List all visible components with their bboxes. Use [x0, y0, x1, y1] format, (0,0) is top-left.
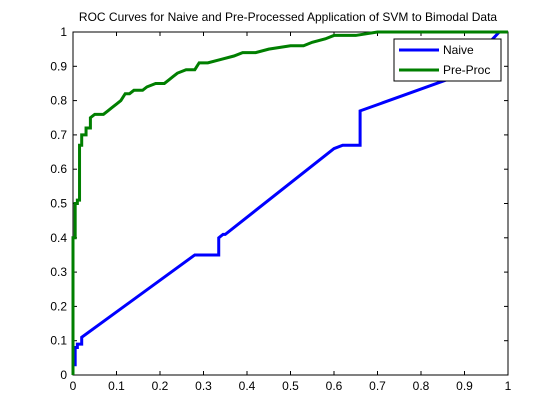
x-tick-label: 0.2 — [152, 379, 169, 393]
legend-label-pre-proc: Pre-Proc — [443, 63, 490, 77]
x-tick-label: 0.7 — [369, 379, 386, 393]
x-tick-label: 1 — [505, 379, 512, 393]
y-tick-label: 0.2 — [50, 299, 67, 313]
y-tick-label: 0.4 — [50, 231, 67, 245]
y-tick-label: 0 — [60, 368, 67, 382]
legend-label-naive: Naive — [443, 43, 474, 57]
y-tick-label: 0.8 — [50, 94, 67, 108]
y-tick-label: 0.9 — [50, 59, 67, 73]
x-tick-label: 0.3 — [195, 379, 212, 393]
x-tick-label: 0.6 — [326, 379, 343, 393]
y-tick-label: 0.6 — [50, 162, 67, 176]
x-tick-label: 0.1 — [108, 379, 125, 393]
chart-title: ROC Curves for Naive and Pre-Processed A… — [79, 10, 498, 24]
x-tick-label: 0 — [70, 379, 77, 393]
x-tick-label: 0.9 — [456, 379, 473, 393]
x-tick-label: 0.4 — [239, 379, 256, 393]
legend: Naive Pre-Proc — [394, 39, 501, 81]
y-tick-label: 0.7 — [50, 128, 67, 142]
x-tick-label: 0.5 — [282, 379, 299, 393]
y-tick-label: 0.3 — [50, 265, 67, 279]
y-tick-label: 0.5 — [50, 197, 67, 211]
y-tick-label: 1 — [60, 25, 67, 39]
x-tick-label: 0.8 — [413, 379, 430, 393]
y-tick-label: 0.1 — [50, 334, 67, 348]
plot-area — [73, 32, 508, 375]
